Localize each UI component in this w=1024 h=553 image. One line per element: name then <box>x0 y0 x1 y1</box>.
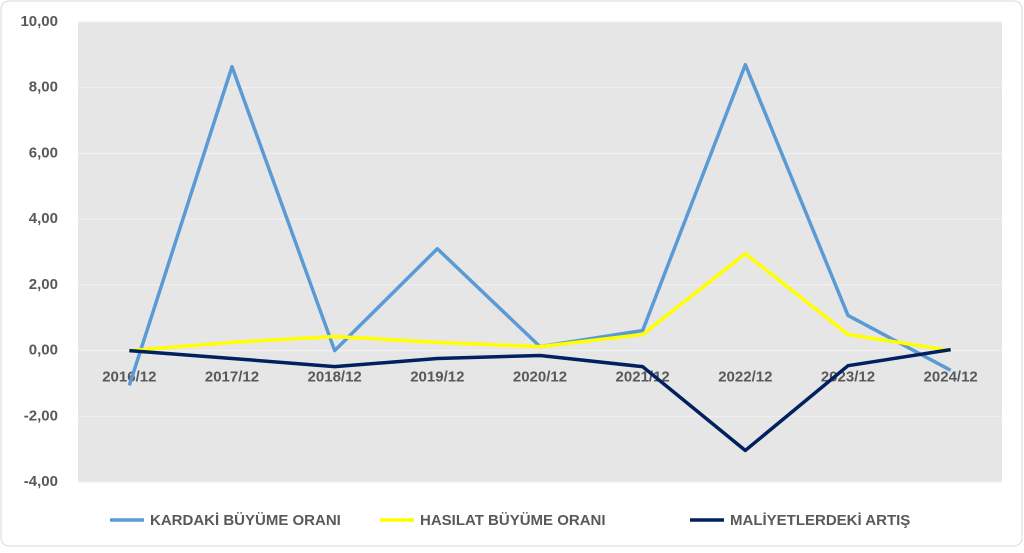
legend-label: HASILAT BÜYÜME ORANI <box>420 512 606 529</box>
y-tick-label: 8,00 <box>29 79 58 96</box>
x-tick-label: 2024/12 <box>924 369 978 386</box>
y-tick-label: 4,00 <box>29 210 58 227</box>
x-tick-label: 2016/12 <box>102 369 156 386</box>
series-line <box>129 347 951 453</box>
legend-label: MALİYETLERDEKİ ARTIŞ <box>730 512 910 529</box>
y-tick-label: 0,00 <box>29 342 58 359</box>
x-tick-label: 2019/12 <box>410 369 464 386</box>
y-tick-label: 10,00 <box>20 13 58 30</box>
y-tick-label: 6,00 <box>29 144 58 161</box>
y-tick-label: 2,00 <box>29 276 58 293</box>
x-tick-label: 2020/12 <box>513 369 567 386</box>
y-tick-label: -2,00 <box>24 407 58 424</box>
x-tick-label: 2022/12 <box>718 369 772 386</box>
series-line <box>129 251 951 353</box>
x-tick-label: 2017/12 <box>205 369 259 386</box>
legend-label: KARDAKİ BÜYÜME ORANI <box>150 512 341 529</box>
x-tick-label: 2021/12 <box>616 369 670 386</box>
x-tick-label: 2018/12 <box>308 369 362 386</box>
y-tick-label: -4,00 <box>24 473 58 490</box>
x-tick-label: 2023/12 <box>821 369 875 386</box>
plot-area <box>78 22 1002 482</box>
